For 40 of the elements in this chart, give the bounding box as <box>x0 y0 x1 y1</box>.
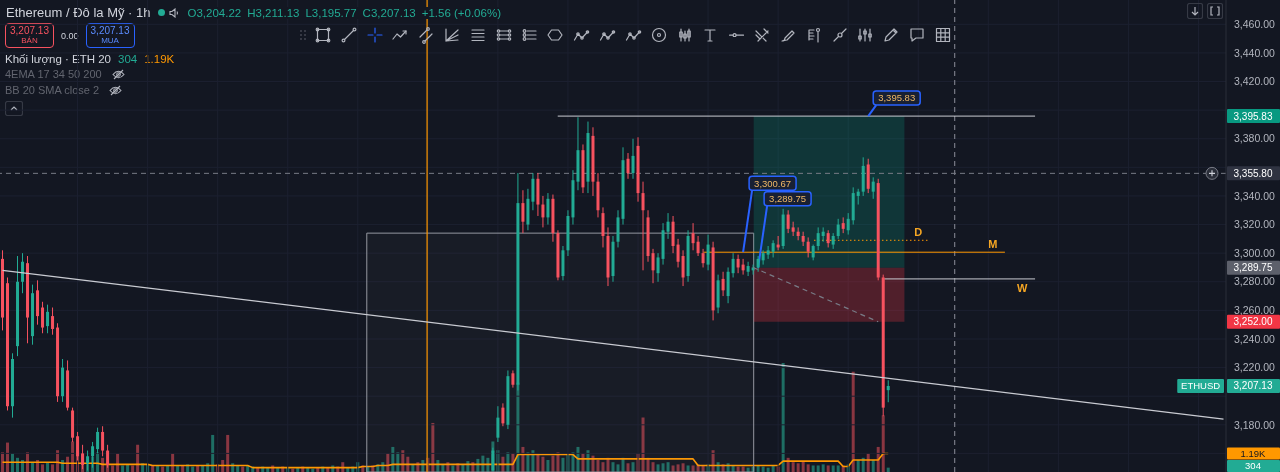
y-tick-label: 3,240.00 <box>1234 332 1276 345</box>
text: 3,355.80 <box>1233 167 1273 179</box>
text: 3,289.75 <box>1233 262 1273 274</box>
y-tick-label: 3,180.00 <box>1234 418 1276 431</box>
text: 304 <box>118 53 138 65</box>
annotation: C3,207.13 <box>362 6 416 19</box>
y-tick-label: 3,300.00 <box>1234 246 1276 259</box>
annotation: MUA <box>101 35 119 45</box>
text: 3,207.13 <box>1233 380 1273 392</box>
y-tick-label: 3,280.00 <box>1234 275 1276 288</box>
y-tick-label: 3,440.00 <box>1234 46 1276 59</box>
annotation: 0.00 <box>61 30 79 41</box>
chart-title: Ethereum / Đô la Mỹ · 1h <box>6 5 151 20</box>
annotation: 3,207.13 <box>10 25 49 37</box>
annotation: L3,195.77 <box>305 6 357 19</box>
annotation: ETHUSD <box>1181 380 1221 392</box>
y-tick-label: 3,340.00 <box>1234 189 1276 202</box>
annotation: 3,207.13 <box>90 25 130 37</box>
ref-line-label: M <box>988 238 998 251</box>
annotation: O3,204.22 <box>187 6 242 19</box>
text: 3,252.00 <box>1233 316 1273 328</box>
ref-line-label: W <box>1016 281 1028 294</box>
annotation: 3,289.75 <box>769 193 807 205</box>
annotation: 3,300.67 <box>754 177 792 189</box>
annotation: H3,211.13 <box>247 6 300 19</box>
annotation: BÁN <box>21 35 38 45</box>
text: 1.19K <box>144 53 175 65</box>
text: 1.19K <box>1240 447 1267 459</box>
y-tick-label: 3,320.00 <box>1234 218 1276 231</box>
ref-line-label: D <box>914 226 923 239</box>
y-tick-label: 3,380.00 <box>1234 132 1276 145</box>
annotation: 3,395.83 <box>878 92 916 104</box>
text: 304 <box>1245 460 1261 472</box>
annotation: +1.56 (+0.06%) <box>421 6 501 19</box>
y-tick-label: 3,220.00 <box>1234 361 1276 374</box>
text: 3,395.83 <box>1233 110 1273 122</box>
y-tick-label: 3,420.00 <box>1234 75 1276 88</box>
y-tick-label: 3,260.00 <box>1234 304 1276 317</box>
chart-title: Khối lượng · ETH 20 <box>5 53 112 65</box>
y-tick-label: 3,460.00 <box>1234 18 1276 31</box>
